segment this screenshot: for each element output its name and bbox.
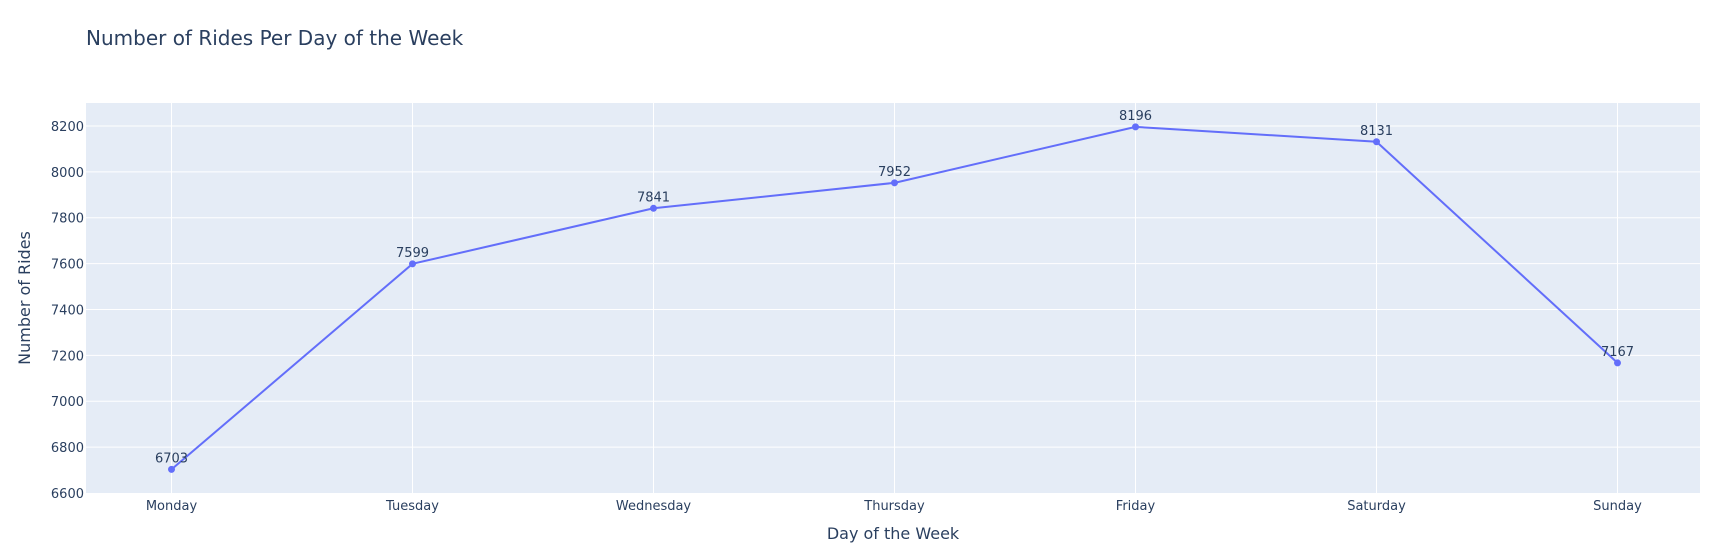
x-tick-label: Thursday (863, 499, 925, 514)
data-label: 6703 (155, 451, 188, 466)
x-tick-label: Friday (1116, 499, 1156, 514)
y-tick-label: 7200 (51, 349, 84, 364)
data-point[interactable] (1132, 123, 1139, 131)
data-point[interactable] (891, 179, 898, 187)
y-axis-ticks: 6600 6800 7000 7200 7400 7600 7800 8000 8200 (51, 120, 84, 502)
chart-title: Number of Rides Per Day of the Week (86, 26, 464, 50)
data-point[interactable] (1373, 138, 1380, 146)
x-axis-title: Day of the Week (827, 524, 960, 543)
data-label: 7599 (396, 246, 429, 261)
y-tick-label: 7400 (51, 303, 84, 318)
data-point[interactable] (409, 260, 416, 268)
y-tick-label: 6800 (51, 441, 84, 456)
data-label: 7952 (878, 165, 911, 180)
x-tick-label: Monday (146, 499, 198, 514)
data-label: 8131 (1360, 124, 1393, 139)
grid-layer (86, 103, 1700, 493)
y-tick-label: 7000 (51, 395, 84, 410)
y-tick-label: 7600 (51, 258, 84, 273)
x-tick-label: Wednesday (616, 499, 692, 514)
x-tick-label: Tuesday (385, 499, 439, 514)
y-tick-label: 8200 (51, 120, 84, 135)
y-tick-label: 6600 (51, 487, 84, 502)
y-axis-title: Number of Rides (15, 231, 34, 365)
x-axis-ticks: Monday Tuesday Wednesday Thursday Friday Satu… (146, 499, 1642, 514)
series-layer: 6703 7599 7841 7952 8196 8131 7167 (155, 109, 1634, 473)
x-tick-label: Sunday (1593, 499, 1642, 514)
data-point[interactable] (650, 204, 657, 212)
y-tick-label: 7800 (51, 212, 84, 227)
data-point[interactable] (1614, 359, 1621, 367)
data-label: 8196 (1119, 109, 1152, 124)
plot-area (86, 103, 1700, 493)
data-point[interactable] (168, 465, 175, 473)
y-tick-label: 8000 (51, 166, 84, 181)
data-label: 7167 (1601, 345, 1634, 360)
x-tick-label: Saturday (1347, 499, 1406, 514)
data-label: 7841 (637, 190, 670, 205)
